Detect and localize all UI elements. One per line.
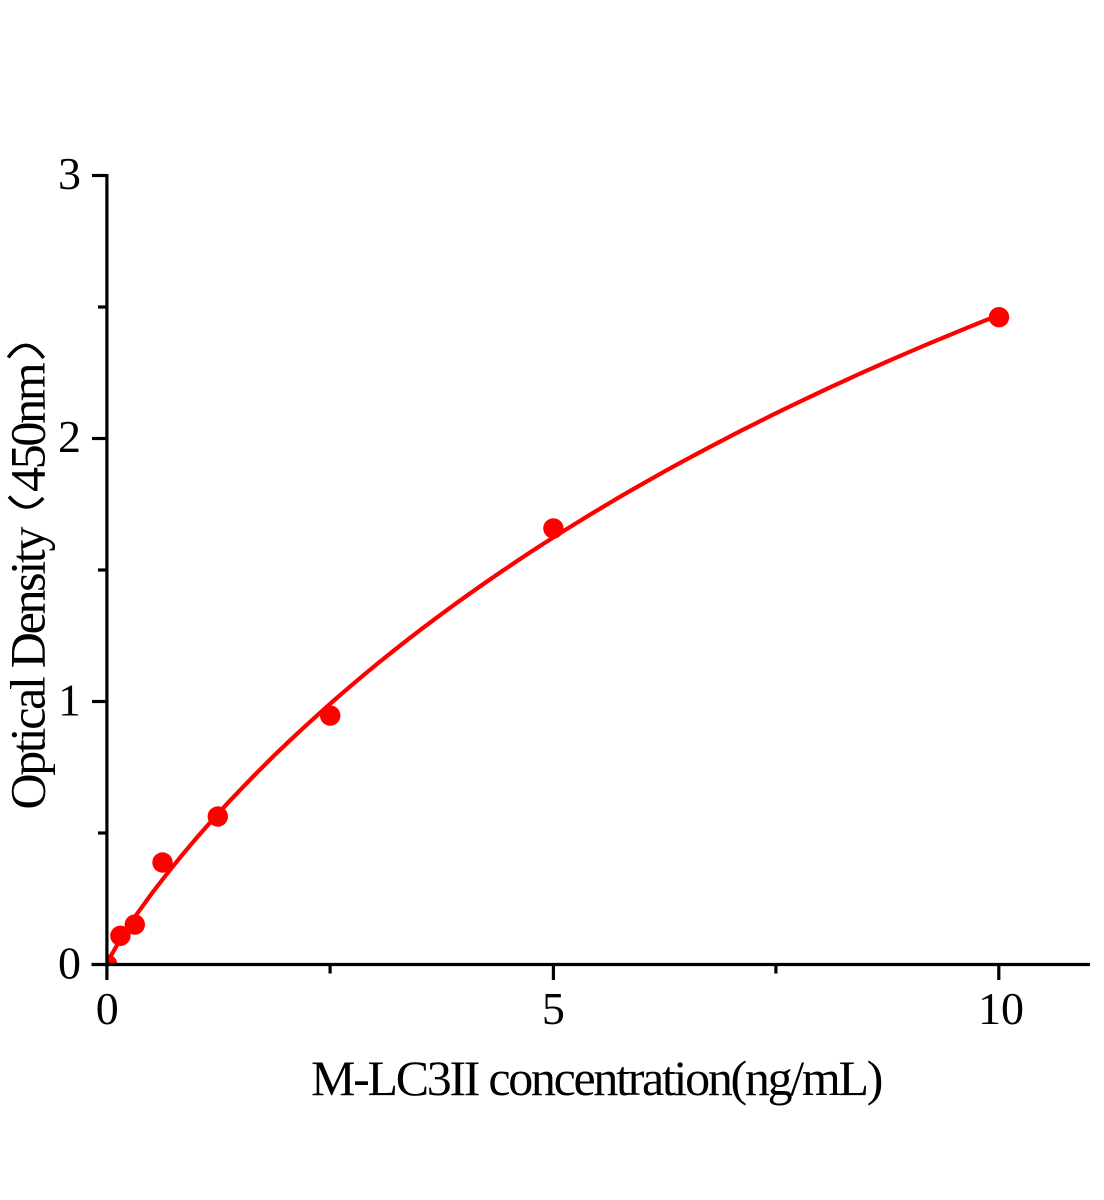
svg-text:10: 10: [978, 983, 1024, 1034]
svg-text:0: 0: [58, 938, 81, 989]
svg-text:1: 1: [58, 674, 81, 725]
svg-text:3: 3: [58, 148, 81, 199]
svg-text:M-LC3II concentration(ng/mL): M-LC3II concentration(ng/mL): [311, 1050, 882, 1106]
svg-text:0: 0: [96, 983, 119, 1034]
svg-text:450nm: 450nm: [0, 362, 56, 492]
svg-text:5: 5: [542, 983, 565, 1034]
svg-text:2: 2: [58, 411, 81, 462]
svg-text:Optical Density: Optical Density: [0, 526, 56, 809]
